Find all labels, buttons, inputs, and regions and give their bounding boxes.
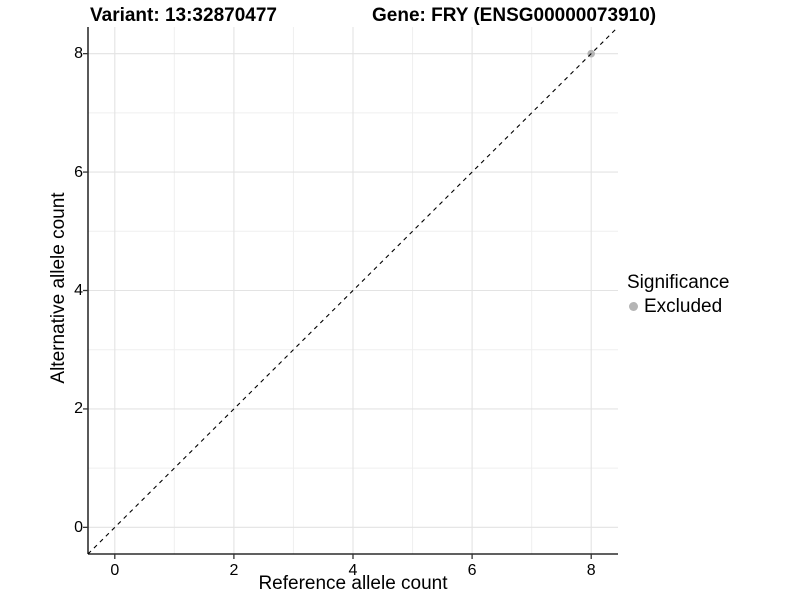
- x-tick-label: 6: [467, 562, 477, 579]
- x-tick-label: 2: [229, 562, 239, 579]
- y-tick-label: 6: [74, 163, 83, 181]
- y-tick-label: 2: [74, 400, 83, 418]
- x-tick-label: 4: [348, 562, 358, 579]
- x-tick-label: 8: [586, 562, 596, 579]
- legend-swatch-circle-icon: [629, 302, 638, 311]
- plot-title-gene: Gene: FRY (ENSG00000073910): [372, 5, 657, 26]
- y-tick-label: 8: [74, 45, 83, 63]
- legend-entry-label: Excluded: [644, 296, 723, 317]
- identity-line: [87, 26, 619, 555]
- legend: Significance Excluded: [627, 271, 729, 318]
- x-axis-title: Reference allele count: [258, 573, 448, 594]
- legend-entry-excluded: Excluded: [629, 295, 729, 318]
- plot-title-variant: Variant: 13:32870477: [90, 5, 277, 26]
- y-tick-label: 0: [74, 518, 83, 536]
- y-tick-label: 4: [74, 282, 83, 299]
- legend-title: Significance: [627, 272, 730, 293]
- x-tick-label: 0: [110, 562, 120, 579]
